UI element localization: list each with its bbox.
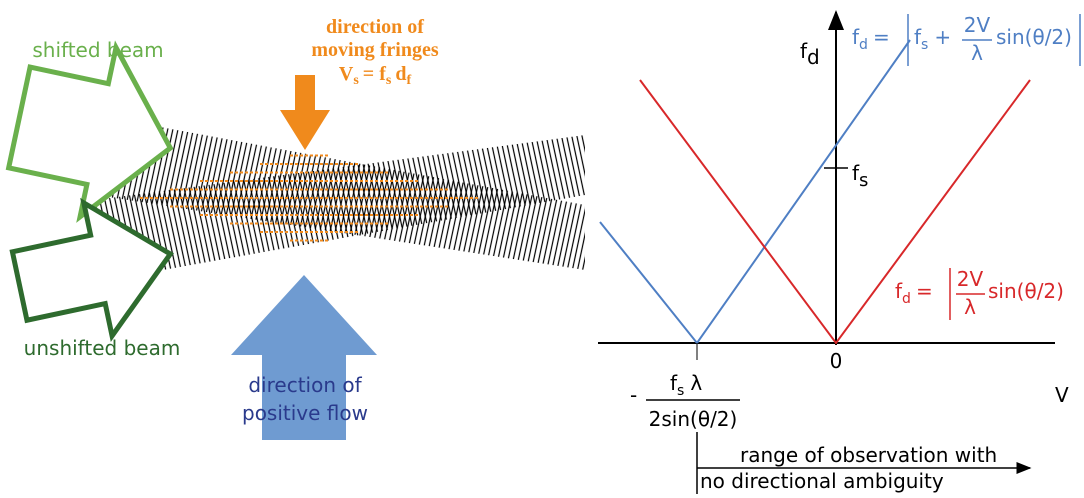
origin: 0 — [830, 349, 843, 373]
range-note: no directional ambiguity — [700, 469, 944, 493]
label: direction of — [248, 373, 362, 397]
text: = f — [363, 63, 386, 85]
svg-text:fd=: fd= — [895, 279, 933, 307]
label: positive flow — [242, 401, 368, 425]
text: d — [395, 63, 406, 85]
label: unshifted beam — [24, 336, 181, 360]
label: shifted beam — [32, 38, 163, 62]
text: s — [859, 170, 868, 191]
text: 2V — [957, 267, 984, 291]
graph: fd V 0 fs fd= fs+ 2V λ sin(θ/2) fd= 2V λ… — [598, 12, 1080, 494]
text: d — [859, 37, 868, 53]
text: λ — [971, 41, 983, 65]
svg-text:fsλ: fsλ — [670, 371, 702, 399]
text: s — [386, 73, 392, 88]
text: s — [921, 37, 928, 53]
svg-text:fs+: fs+ — [914, 25, 951, 53]
text: λ — [964, 295, 976, 319]
blue-line — [600, 40, 910, 343]
text: d — [807, 45, 820, 69]
label: moving fringes — [311, 39, 438, 61]
text: sin(θ/2) — [996, 25, 1072, 49]
y-label: fd — [800, 39, 820, 69]
left-diagram: shifted beam unshifted beam direction of… — [2, 16, 585, 440]
text: + — [934, 25, 951, 49]
text: s — [353, 73, 359, 88]
svg-text:fd=: fd= — [852, 25, 890, 53]
text: λ — [690, 371, 702, 395]
text: s — [677, 383, 684, 399]
fs-label: fs — [852, 161, 868, 191]
text: f — [406, 73, 411, 88]
text: V — [339, 63, 354, 85]
text: sin(θ/2) — [988, 279, 1064, 303]
diagram: shifted beam unshifted beam direction of… — [0, 0, 1084, 498]
text: 2sin(θ/2) — [649, 407, 738, 431]
text: = — [916, 279, 933, 303]
text: - — [630, 383, 637, 407]
fringe-arrow — [280, 75, 330, 150]
x-label: V — [1055, 383, 1069, 407]
label: direction of — [326, 16, 424, 38]
text: d — [902, 291, 911, 307]
text: 2V — [964, 13, 991, 37]
text: = — [873, 25, 890, 49]
red-formula: fd= 2V λ sin(θ/2) — [895, 267, 1064, 320]
blue-formula: fd= fs+ 2V λ sin(θ/2) — [852, 13, 1080, 66]
range-note: range of observation with — [740, 443, 997, 467]
